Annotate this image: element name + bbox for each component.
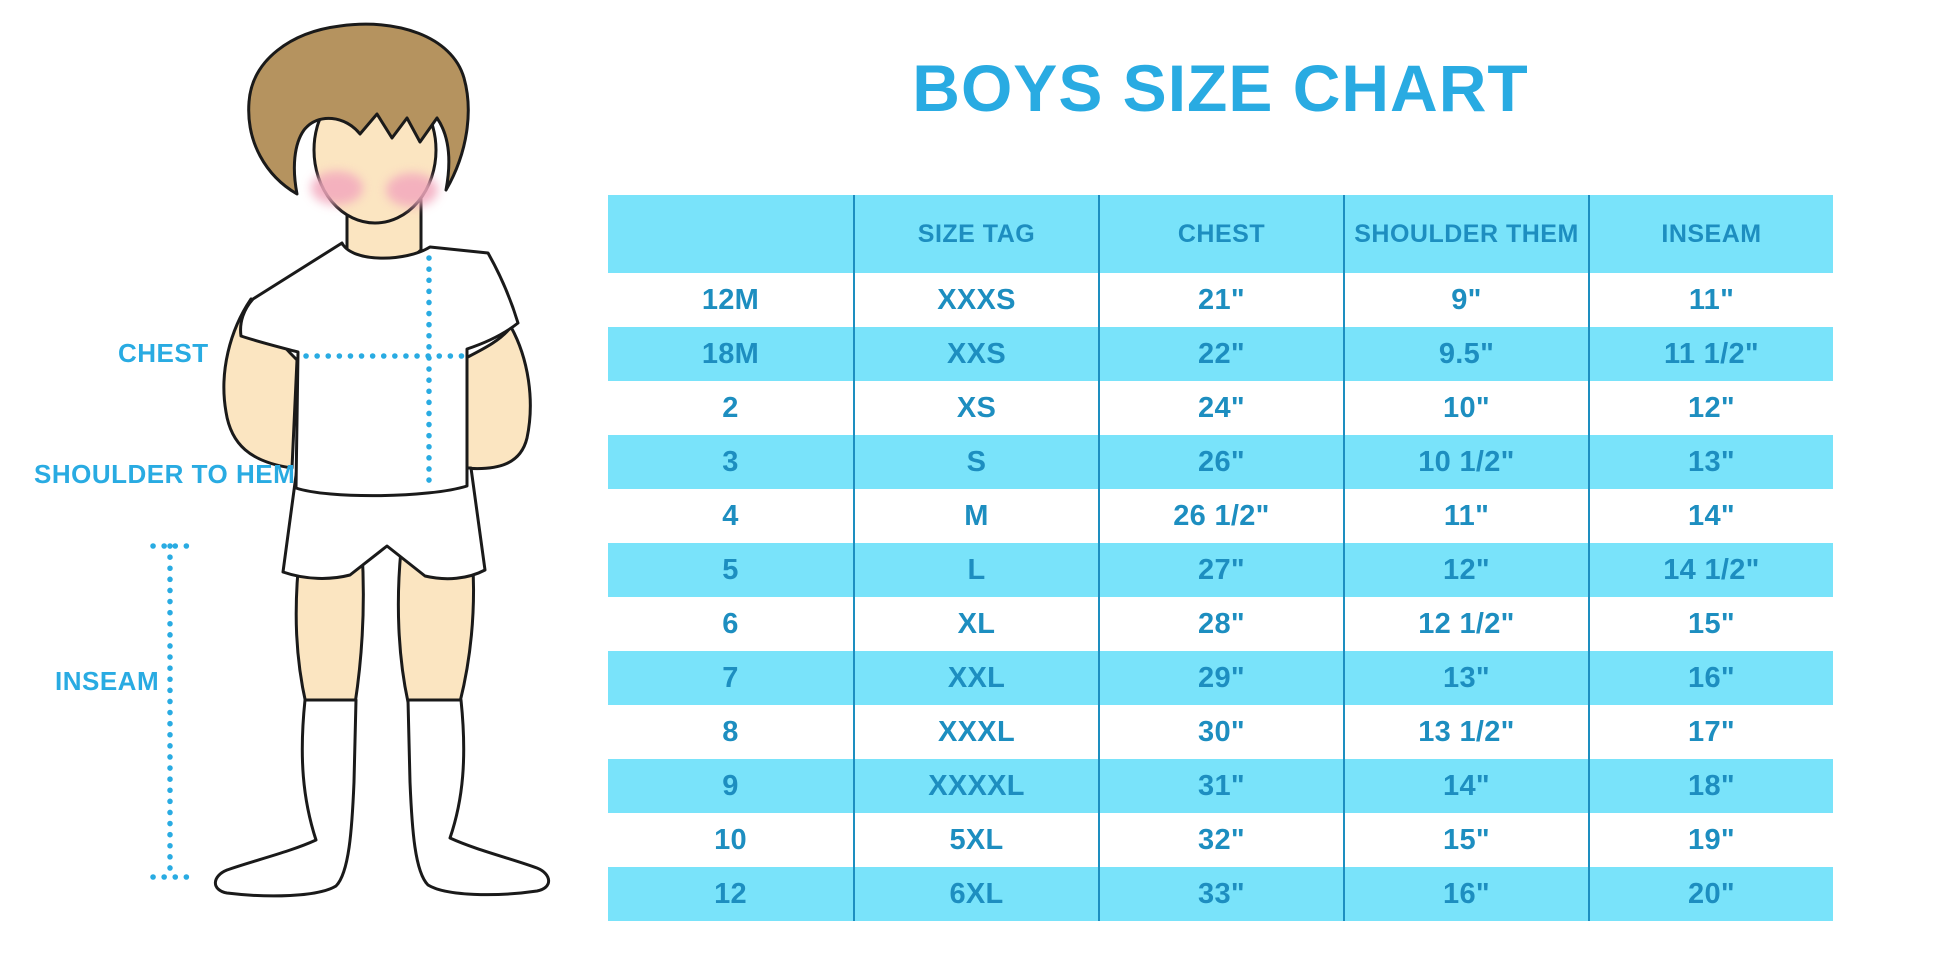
cell-shoulder: 15" [1343,813,1588,867]
cell-chest: 21" [1098,273,1343,327]
cell-size: 7 [722,661,739,694]
boy-illustration [150,22,551,898]
boy-sock-left [213,698,358,898]
cell-size-tag: S [853,435,1098,489]
cell-chest: 30" [1098,705,1343,759]
cell-size: 18M [701,337,760,370]
header-cell-size-tag: SIZE TAG [853,195,1098,273]
table-header-row: SIZE TAG CHEST SHOULDER THEM INSEAM [608,195,1833,273]
cell-chest: 22" [1098,327,1343,381]
boy-blush-right [386,173,438,207]
cell-size-tag: XXXL [853,705,1098,759]
cell-size-tag: XL [853,597,1098,651]
cell-chest: 24" [1098,381,1343,435]
cell-shoulder: 9.5" [1343,327,1588,381]
cell-inseam: 16" [1588,651,1833,705]
cell-inseam: 11" [1588,273,1833,327]
cell-inseam: 20" [1588,867,1833,921]
cell-shoulder: 12 1/2" [1343,597,1588,651]
table-row: 2 XS 24" 10" 12" [608,381,1833,435]
header-cell-size [608,195,853,273]
shoulder-to-hem-label: SHOULDER TO HEM [34,459,296,489]
cell-chest: 31" [1098,759,1343,813]
cell-size-tag: L [853,543,1098,597]
page-title: BOYS SIZE CHART [912,51,1529,125]
boy-sock-right [406,698,551,897]
cell-size-tag: XS [853,381,1098,435]
cell-chest: 28" [1098,597,1343,651]
cell-size: 5 [722,553,739,586]
cell-chest: 32" [1098,813,1343,867]
table-row: 8 XXXL 30" 13 1/2" 17" [608,705,1833,759]
table-row: 12M XXXS 21" 9" 11" [608,273,1833,327]
table-row: 5 L 27" 12" 14 1/2" [608,543,1833,597]
cell-inseam: 15" [1588,597,1833,651]
cell-size-tag: M [853,489,1098,543]
cell-size: 9 [722,769,739,802]
table-row: 3 S 26" 10 1/2" 13" [608,435,1833,489]
table-row: 9 XXXXL 31" 14" 18" [608,759,1833,813]
cell-inseam: 18" [1588,759,1833,813]
cell-inseam: 17" [1588,705,1833,759]
cell-size-tag: XXXXL [853,759,1098,813]
cell-inseam: 12" [1588,381,1833,435]
size-chart-table: SIZE TAG CHEST SHOULDER THEM INSEAM 12M … [608,195,1833,921]
cell-shoulder: 12" [1343,543,1588,597]
cell-size: 10 [714,823,747,856]
cell-inseam: 14 1/2" [1588,543,1833,597]
cell-inseam: 11 1/2" [1588,327,1833,381]
cell-inseam: 13" [1588,435,1833,489]
cell-chest: 33" [1098,867,1343,921]
header-cell-shoulder: SHOULDER THEM [1343,195,1588,273]
cell-shoulder: 14" [1343,759,1588,813]
cell-size-tag: XXL [853,651,1098,705]
table-row: 6 XL 28" 12 1/2" 15" [608,597,1833,651]
cell-size-tag: 5XL [853,813,1098,867]
cell-size-tag: XXXS [853,273,1098,327]
cell-chest: 26 1/2" [1098,489,1343,543]
cell-inseam: 19" [1588,813,1833,867]
cell-size: 6 [722,607,739,640]
table-row: 7 XXL 29" 13" 16" [608,651,1833,705]
boy-hair [247,22,470,196]
header-cell-chest: CHEST [1098,195,1343,273]
cell-size: 8 [722,715,739,748]
chest-label: CHEST [118,338,209,368]
boy-tshirt [239,241,520,498]
cell-size: 12M [701,283,760,316]
cell-size-tag: 6XL [853,867,1098,921]
table-row: 4 M 26 1/2" 11" 14" [608,489,1833,543]
inseam-label: INSEAM [55,666,160,696]
cell-shoulder: 10 1/2" [1343,435,1588,489]
cell-chest: 29" [1098,651,1343,705]
table-row: 12 6XL 33" 16" 20" [608,867,1833,921]
cell-chest: 26" [1098,435,1343,489]
boy-arm-right [460,325,532,471]
header-cell-inseam: INSEAM [1588,195,1833,273]
cell-size-tag: XXS [853,327,1098,381]
cell-shoulder: 16" [1343,867,1588,921]
cell-inseam: 14" [1588,489,1833,543]
table-row: 18M XXS 22" 9.5" 11 1/2" [608,327,1833,381]
cell-shoulder: 11" [1343,489,1588,543]
cell-size: 4 [722,499,739,532]
table-row: 10 5XL 32" 15" 19" [608,813,1833,867]
cell-size: 2 [722,391,739,424]
cell-chest: 27" [1098,543,1343,597]
cell-shoulder: 13 1/2" [1343,705,1588,759]
cell-shoulder: 10" [1343,381,1588,435]
cell-size: 3 [722,445,739,478]
cell-shoulder: 13" [1343,651,1588,705]
boy-blush-left [311,171,363,205]
cell-size: 12 [714,877,747,910]
cell-shoulder: 9" [1343,273,1588,327]
